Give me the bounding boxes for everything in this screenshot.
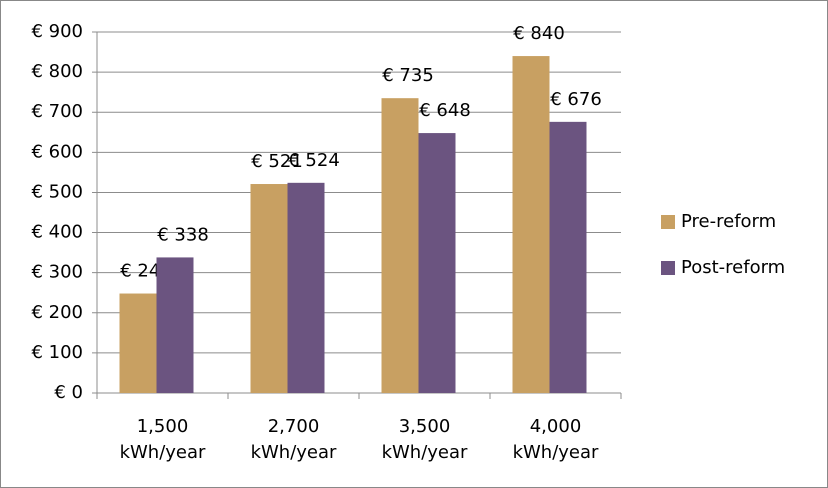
value-label: € 524 [288, 150, 340, 171]
x-tick-label-line: 1,500 [137, 416, 189, 437]
value-label: € 521 [251, 151, 303, 172]
x-tick-label-line: 2,700 [268, 416, 320, 437]
legend-label: Post-reform [681, 257, 785, 278]
x-tick-label-line: kWh/year [513, 442, 599, 463]
bar [549, 121, 587, 394]
value-label: € 648 [419, 100, 471, 121]
bar [381, 98, 419, 393]
y-tick-label: € 500 [31, 181, 83, 202]
bar [287, 182, 325, 393]
bar [418, 133, 456, 393]
value-label: € 676 [550, 89, 602, 110]
x-tick-label: 3,500 kWh/year [382, 416, 468, 463]
y-tick-label: € 900 [31, 21, 83, 42]
x-tick-label-line: kWh/year [120, 442, 206, 463]
value-label: € 735 [382, 65, 434, 86]
y-tick-label: € 800 [31, 61, 83, 82]
bar [250, 184, 288, 393]
y-tick-label: € 100 [31, 342, 83, 363]
x-tick-label-line: kWh/year [382, 442, 468, 463]
y-tick-label: € 200 [31, 302, 83, 323]
x-tick-label-line: kWh/year [251, 442, 337, 463]
x-tick-label: 1,500 kWh/year [120, 416, 206, 463]
value-label: € 840 [513, 23, 565, 44]
y-tick-label: € 400 [31, 222, 83, 243]
legend-swatch [661, 215, 675, 229]
x-tick-label: 4,000 kWh/year [513, 416, 599, 463]
y-tick-label: € 300 [31, 262, 83, 283]
y-tick-label: € 600 [31, 141, 83, 162]
x-tick-label-line: 3,500 [399, 416, 451, 437]
bar [119, 293, 157, 393]
value-label: € 338 [157, 224, 209, 245]
y-tick-label: € 0 [54, 382, 83, 403]
x-tick-label-line: 4,000 [530, 416, 582, 437]
legend-label: Pre-reform [681, 211, 776, 232]
x-tick-label: 2,700 kWh/year [251, 416, 337, 463]
bar [512, 56, 550, 394]
y-tick-label: € 700 [31, 101, 83, 122]
bar [156, 257, 194, 393]
legend-swatch [661, 261, 675, 275]
